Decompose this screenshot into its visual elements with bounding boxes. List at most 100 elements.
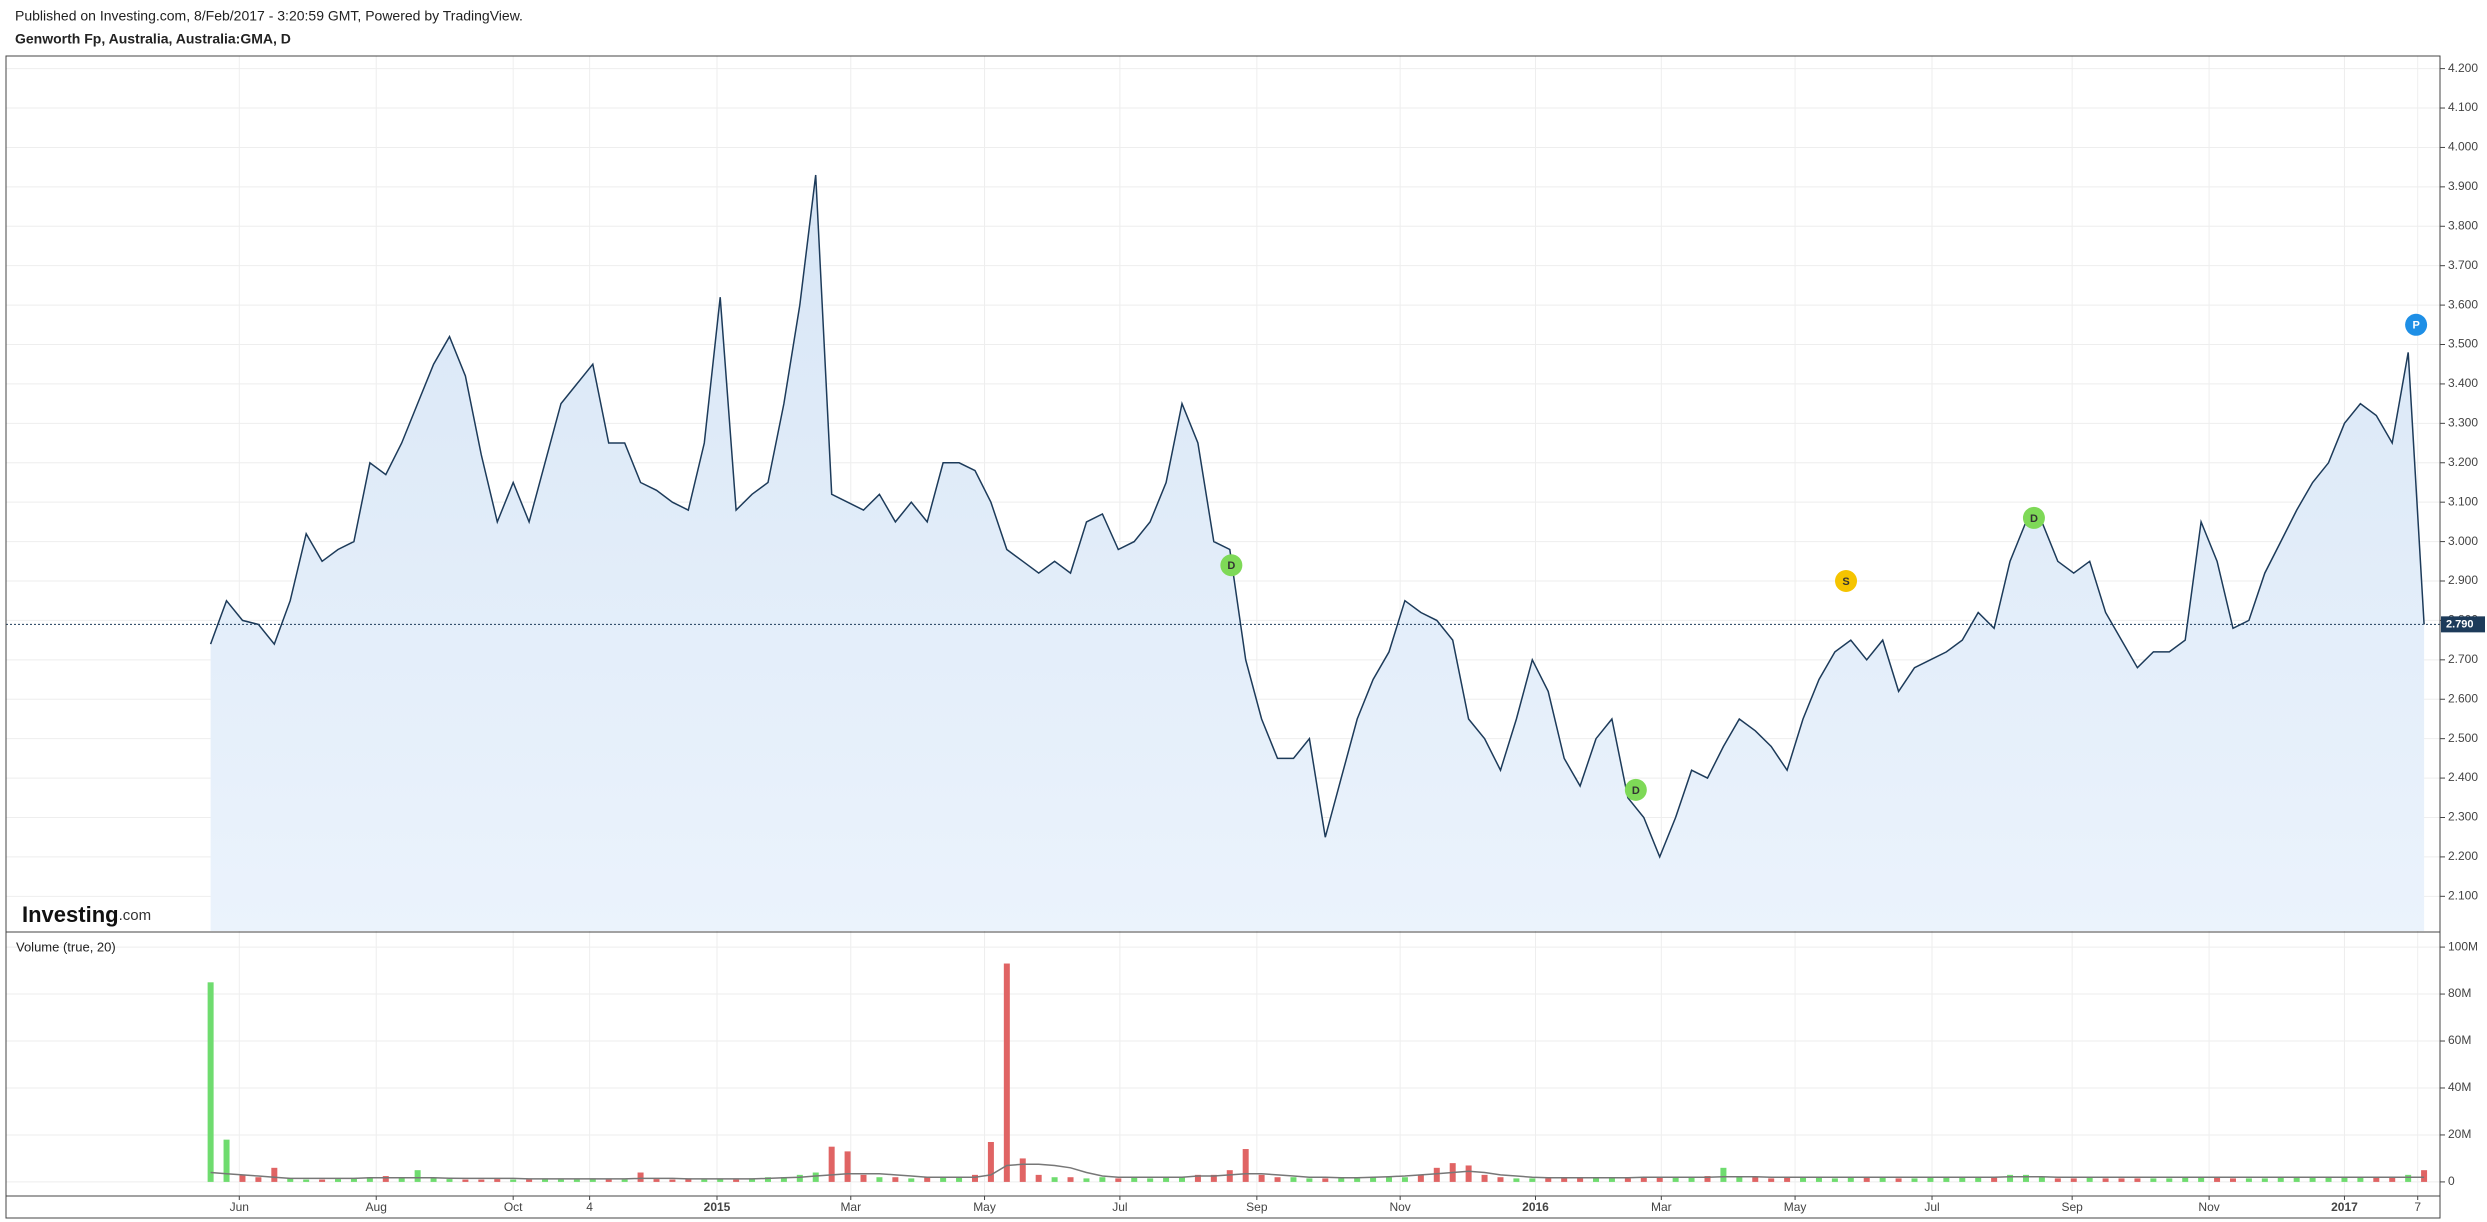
y-tick-label: 2.600 (2448, 691, 2478, 705)
event-label: D (2030, 513, 2038, 525)
volume-bar (303, 1179, 310, 1182)
volume-bar (1736, 1177, 1743, 1182)
volume-bar (1656, 1177, 1663, 1182)
y-tick-label: 2.500 (2448, 731, 2478, 745)
price-area (210, 175, 2425, 931)
x-tick-label: May (1784, 1200, 1807, 1214)
volume-bar (1051, 1177, 1058, 1182)
volume-bar (1386, 1177, 1393, 1182)
volume-bar (2325, 1177, 2332, 1182)
volume-bar (669, 1179, 676, 1182)
volume-bar (2070, 1178, 2077, 1182)
volume-bar (892, 1177, 899, 1182)
y-tick-label: 2.400 (2448, 770, 2478, 784)
event-label: D (1632, 785, 1640, 797)
event-label: P (2412, 320, 2419, 332)
y-tick-label: 3.100 (2448, 494, 2478, 508)
volume-bar (1481, 1174, 1488, 1182)
volume-bar (1194, 1174, 1201, 1182)
volume-bar (971, 1174, 978, 1182)
volume-bar (924, 1177, 931, 1182)
volume-bar (1959, 1177, 1966, 1182)
logo: Investing.com (22, 902, 151, 927)
volume-bar (764, 1177, 771, 1182)
volume-bar (2054, 1178, 2061, 1182)
volume-bar (1338, 1178, 1345, 1182)
y-tick-label: 2.700 (2448, 652, 2478, 666)
volume-bar (844, 1151, 851, 1182)
x-tick-label: Jun (230, 1200, 249, 1214)
volume-bar (1927, 1177, 1934, 1182)
volume-bar (382, 1176, 389, 1182)
volume-bar (1035, 1174, 1042, 1182)
volume-bar (940, 1177, 947, 1182)
volume-bar (2182, 1177, 2189, 1182)
volume-bar (430, 1178, 437, 1182)
volume-bar (1401, 1177, 1408, 1182)
volume-bar (271, 1167, 278, 1182)
volume-bar (239, 1174, 246, 1182)
volume-bar (1019, 1158, 1026, 1182)
y-tick-label: 3.600 (2448, 297, 2478, 311)
volume-bar (557, 1179, 564, 1182)
volume-bar (1831, 1178, 1838, 1182)
y-tick-label: 3.200 (2448, 455, 2478, 469)
event-label: D (1227, 560, 1235, 572)
event-marker (1624, 778, 1647, 801)
volume-bar (2261, 1178, 2268, 1182)
volume-bar (542, 1179, 549, 1182)
volume-bar (1433, 1167, 1440, 1182)
volume-bar (1370, 1177, 1377, 1182)
volume-bar (1131, 1177, 1138, 1182)
volume-bar (1879, 1177, 1886, 1182)
y-tick-label: 3.700 (2448, 258, 2478, 272)
y-tick-label: 4.000 (2448, 140, 2478, 154)
volume-bar (1640, 1177, 1647, 1182)
volume-bar (1465, 1165, 1472, 1182)
volume-bar (478, 1179, 485, 1182)
y-tick-label: 2.300 (2448, 810, 2478, 824)
volume-bar (589, 1178, 596, 1182)
volume-bar (605, 1179, 612, 1182)
event-label: S (1842, 576, 1849, 588)
volume-bar (223, 1139, 230, 1182)
volume-bar (2229, 1178, 2236, 1182)
volume-bar (780, 1177, 787, 1182)
volume-bar (2086, 1177, 2093, 1182)
volume-bar (2357, 1177, 2364, 1182)
volume-bar (573, 1179, 580, 1182)
volume-bar (1242, 1149, 1249, 1182)
volume-bar (1497, 1177, 1504, 1182)
plot-layer: Jun Aug Oct 4 2015 Mar May Jul Sep Nov 2016 Mar May J… (6, 56, 2485, 1214)
volume-bar (1863, 1177, 1870, 1182)
x-tick-label: Mar (1651, 1200, 1672, 1214)
x-tick-label: Sep (1246, 1200, 1268, 1214)
volume-bar (987, 1141, 994, 1182)
volume-bar (860, 1174, 867, 1182)
volume-bar (1911, 1178, 1918, 1182)
volume-bar (1720, 1167, 1727, 1182)
volume-bar (1083, 1178, 1090, 1182)
volume-bar (1067, 1177, 1074, 1182)
volume-bar (2150, 1178, 2157, 1182)
volume-bar (701, 1179, 708, 1182)
volume-bar (335, 1179, 342, 1182)
volume-bar (1003, 963, 1010, 1182)
volume-title: Volume (true, 20) (16, 939, 116, 954)
volume-bar (1991, 1177, 1998, 1182)
volume-bar (1815, 1177, 1822, 1182)
volume-bar (1624, 1178, 1631, 1182)
last-price-box (2441, 616, 2485, 633)
y-tick-label: 0 (2448, 1174, 2455, 1188)
y-tick-label: 3.900 (2448, 179, 2478, 193)
volume-bar (2134, 1178, 2141, 1182)
volume-bar (1895, 1178, 1902, 1182)
event-marker (2405, 313, 2428, 336)
volume-bar (1545, 1178, 1552, 1182)
event-marker (1835, 570, 1858, 592)
price-line (209, 174, 2425, 859)
volume-bar (1178, 1177, 1185, 1182)
volume-bar (1210, 1174, 1217, 1182)
volume-bar (2293, 1177, 2300, 1182)
volume-bar (2102, 1178, 2109, 1182)
